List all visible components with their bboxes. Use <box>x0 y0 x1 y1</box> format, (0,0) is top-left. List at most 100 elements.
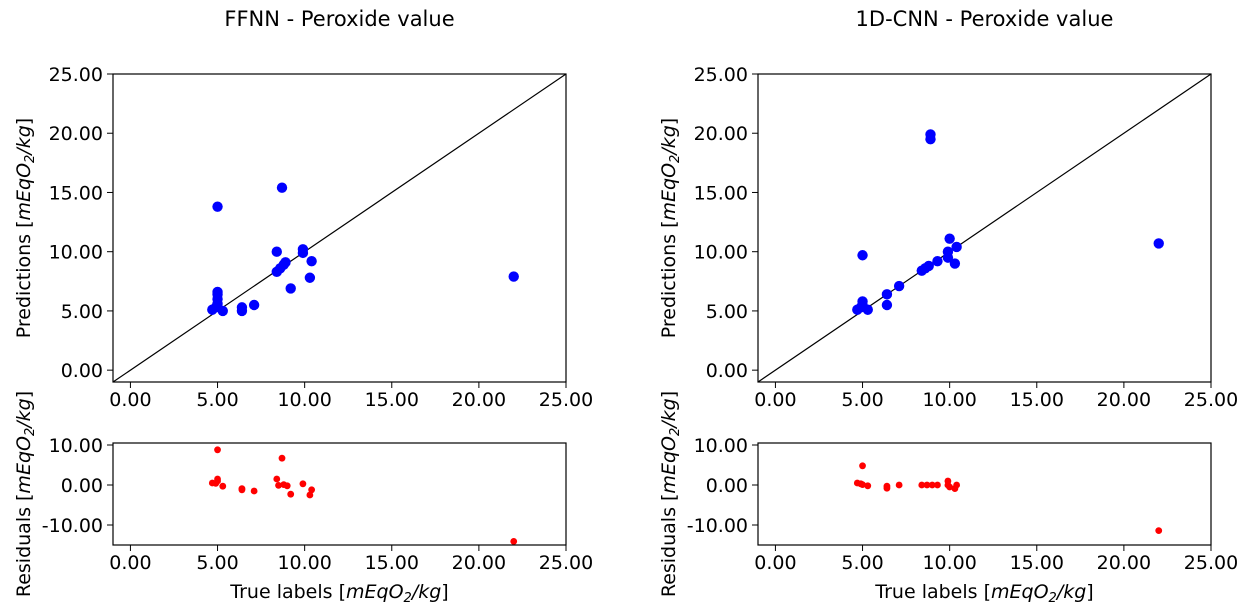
data-point <box>510 538 518 545</box>
x-tick-label: 15.00 <box>1010 389 1064 411</box>
x-tick-label: 15.00 <box>1010 552 1064 574</box>
panel-2: 0.00 5.00 10.00 15.00 20.00 25.00 10.00 0.00 -10… <box>13 391 593 604</box>
data-point <box>238 485 246 492</box>
y-tick-label: 10.00 <box>694 435 748 457</box>
data-point <box>219 482 227 490</box>
x-tick-label: 0.00 <box>109 552 151 574</box>
data-point <box>299 480 307 488</box>
data-point <box>918 481 926 489</box>
y-tick-label: 15.00 <box>49 182 103 204</box>
x-tick-label: 5.00 <box>196 389 238 411</box>
data-point <box>214 446 221 454</box>
data-point <box>280 257 291 268</box>
data-point <box>306 255 317 267</box>
x-tick-label: 25.00 <box>539 552 593 574</box>
x-tick-label: 5.00 <box>841 552 883 574</box>
x-tick-label: 20.00 <box>452 552 506 574</box>
data-point <box>285 283 296 294</box>
data-point <box>923 260 934 272</box>
axes-frame <box>112 73 567 383</box>
data-point <box>857 296 868 307</box>
data-point <box>934 481 941 489</box>
data-point <box>944 233 955 244</box>
x-axis-label: True labels [mEqO2/kg] <box>874 581 1093 604</box>
data-point <box>287 490 295 498</box>
data-point <box>212 286 223 298</box>
data-point <box>857 250 868 261</box>
x-tick-label: 0.00 <box>109 389 151 411</box>
data-point <box>276 182 288 193</box>
data-point <box>236 302 248 313</box>
y-tick-label: 10.00 <box>49 242 103 264</box>
identity-line <box>757 73 1212 383</box>
x-tick-label: 20.00 <box>452 389 506 411</box>
axes-frame <box>112 442 567 546</box>
data-point <box>508 271 519 282</box>
data-point <box>928 481 936 489</box>
axes-frame <box>757 442 1212 546</box>
data-point <box>883 482 891 490</box>
y-tick-label: 0.00 <box>61 475 103 497</box>
data-point <box>951 241 962 253</box>
x-tick-label: 5.00 <box>196 552 238 574</box>
x-tick-label: 10.00 <box>277 552 331 574</box>
data-point <box>946 483 954 491</box>
data-point <box>250 487 258 495</box>
y-axis-label: Predictions [mEqO2/kg] <box>13 118 38 338</box>
x-tick-label: 15.00 <box>365 389 419 411</box>
panel-3: 0.00 5.00 10.00 15.00 20.00 25.00 0.00 5.00 10.0… <box>658 7 1238 411</box>
data-point <box>273 475 281 483</box>
y-axis-label: Residuals [mEqO2/kg] <box>13 391 38 597</box>
data-point <box>271 246 282 257</box>
x-tick-label: 10.00 <box>922 552 976 574</box>
x-tick-label: 10.00 <box>277 389 331 411</box>
identity-line <box>112 73 567 383</box>
data-point <box>895 481 903 489</box>
x-tick-label: 25.00 <box>539 389 593 411</box>
data-point <box>925 129 936 140</box>
chart-title: FFNN - Peroxide value <box>224 7 454 31</box>
data-point <box>1155 527 1163 534</box>
data-point <box>862 304 873 315</box>
y-tick-label: 10.00 <box>49 435 103 457</box>
data-point <box>297 244 309 255</box>
panel-1: 0.00 5.00 10.00 15.00 20.00 25.00 0.00 5.00 10.0… <box>13 7 593 411</box>
x-tick-label: 20.00 <box>1097 389 1151 411</box>
y-tick-label: 0.00 <box>706 360 748 382</box>
y-tick-label: 5.00 <box>706 301 748 323</box>
data-point <box>932 255 943 267</box>
y-tick-label: 10.00 <box>694 242 748 264</box>
panel-4: 0.00 5.00 10.00 15.00 20.00 25.00 10.00 0.00 -10… <box>658 391 1238 604</box>
x-tick-label: 10.00 <box>922 389 976 411</box>
data-point <box>864 482 872 490</box>
chart-title: 1D-CNN - Peroxide value <box>856 7 1114 31</box>
y-tick-label: 20.00 <box>694 123 748 145</box>
data-point <box>306 491 314 499</box>
data-point <box>942 246 954 257</box>
y-tick-label: -10.00 <box>687 515 748 537</box>
y-tick-label: 15.00 <box>694 182 748 204</box>
x-tick-label: 5.00 <box>841 389 883 411</box>
data-point <box>304 272 316 283</box>
data-point <box>275 482 282 489</box>
y-tick-label: 5.00 <box>61 301 103 323</box>
data-point <box>217 305 228 317</box>
data-point <box>308 486 316 494</box>
data-point <box>923 481 931 489</box>
y-tick-label: -10.00 <box>42 515 103 537</box>
x-tick-label: 0.00 <box>754 389 796 411</box>
y-axis-label: Predictions [mEqO2/kg] <box>658 118 683 338</box>
x-tick-label: 25.00 <box>1184 389 1238 411</box>
data-point <box>881 299 893 311</box>
x-axis-label: True labels [mEqO2/kg] <box>229 581 448 604</box>
data-point <box>214 475 221 483</box>
data-point <box>859 462 866 470</box>
data-point <box>278 454 286 462</box>
x-tick-label: 0.00 <box>754 552 796 574</box>
data-point <box>212 201 223 212</box>
x-tick-label: 25.00 <box>1184 552 1238 574</box>
data-point <box>944 477 952 485</box>
data-point <box>859 481 866 488</box>
data-point <box>283 482 291 490</box>
data-point <box>953 481 961 489</box>
